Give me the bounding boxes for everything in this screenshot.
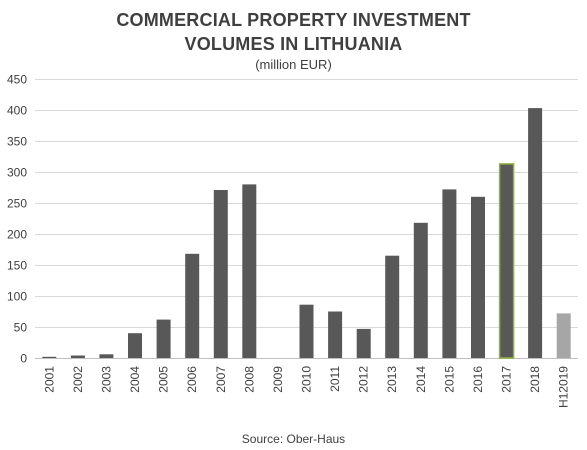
y-tick-label: 350 [7, 135, 27, 149]
x-tick-label: 2014 [414, 366, 428, 393]
y-tick-label: 150 [7, 259, 27, 273]
y-tick-label: 50 [14, 321, 28, 335]
chart-title-line-1: COMMERCIAL PROPERTY INVESTMENT [116, 10, 471, 30]
chart-title: COMMERCIAL PROPERTY INVESTMENT VOLUMES I… [0, 8, 587, 56]
x-tick-label: 2009 [271, 366, 285, 393]
chart-title-line-2: VOLUMES IN LITHUANIA [184, 34, 403, 54]
x-tick-label: H12019 [557, 366, 571, 408]
x-tick-label: 2003 [99, 366, 113, 393]
bar-H12019 [556, 313, 571, 358]
x-tick-label: 2015 [442, 366, 456, 393]
bar-2003 [99, 354, 114, 358]
x-tick-label: 2010 [300, 366, 314, 393]
bar-2011 [328, 311, 343, 358]
x-tick-label: 2002 [71, 366, 85, 393]
x-tick-label: 2012 [357, 366, 371, 393]
x-tick-label: 2007 [214, 366, 228, 393]
x-tick-label: 2004 [128, 366, 142, 393]
bar-2002 [70, 355, 85, 358]
x-tick-label: 2011 [328, 366, 342, 392]
x-tick-label: 2006 [185, 366, 199, 393]
y-tick-label: 0 [20, 352, 27, 366]
bar-2006 [185, 253, 200, 358]
x-tick-label: 2001 [42, 366, 56, 393]
bar-2013 [385, 255, 400, 358]
bar-2001 [42, 356, 57, 358]
bar-2007 [213, 190, 228, 358]
y-tick-label: 200 [7, 228, 27, 242]
x-tick-label: 2008 [242, 366, 256, 393]
x-tick-label: 2016 [471, 366, 485, 393]
chart-source: Source: Ober-Haus [241, 432, 346, 446]
y-tick-label: 300 [7, 166, 27, 180]
bar-2004 [128, 333, 142, 358]
bars [42, 108, 571, 359]
bar-2005 [156, 319, 171, 358]
x-tick-label: 2005 [157, 366, 171, 393]
y-tick-label: 250 [7, 197, 27, 211]
x-tick-label: 2013 [385, 366, 399, 393]
y-tick-label: 100 [7, 290, 27, 304]
x-axis-ticks: 2001 2002 2003 2004 2005 2006 2007 2008 2009 2010… [42, 366, 570, 408]
x-tick-label: 2018 [528, 366, 542, 393]
bar-2014 [413, 222, 428, 358]
bar-2015 [442, 189, 457, 358]
bar-2008 [242, 184, 257, 358]
bar-2017 [498, 163, 515, 359]
bar-2012 [356, 328, 371, 358]
y-axis-ticks: 0 50 100 150 200 250 300 350 400 450 [7, 73, 27, 366]
y-tick-label: 450 [7, 73, 27, 87]
gridlines [35, 79, 578, 359]
bar-2010 [299, 304, 314, 358]
bar-2016 [471, 196, 485, 358]
x-tick-label: 2017 [500, 366, 514, 393]
y-tick-label: 400 [7, 104, 27, 118]
chart-subtitle: (million EUR) [255, 57, 332, 72]
bar-2018 [528, 108, 543, 358]
